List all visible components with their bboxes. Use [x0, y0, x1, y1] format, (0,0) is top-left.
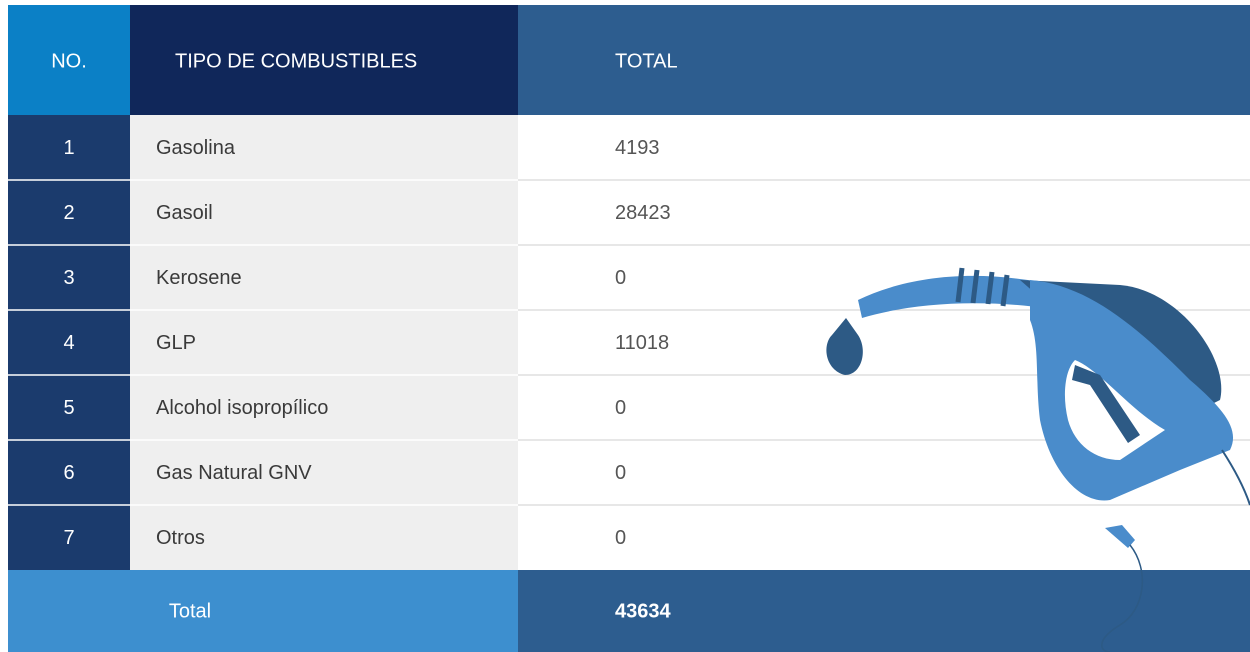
- fuel-name: Gas Natural GNV: [156, 462, 312, 484]
- total-cell: [518, 115, 1250, 180]
- row-number: 6: [63, 462, 74, 484]
- fuel-total: 0: [615, 267, 626, 289]
- number-cell: [8, 505, 130, 570]
- hose: [1221, 449, 1250, 506]
- fuel-total: 28423: [615, 202, 671, 224]
- name-cell: [130, 375, 518, 440]
- fuel-nozzle-illustration: [826, 267, 1250, 652]
- row-number: 7: [63, 527, 74, 549]
- number-cell: [8, 180, 130, 245]
- fuel-name: Otros: [156, 527, 205, 549]
- fuel-total: 0: [615, 462, 626, 484]
- spout: [858, 275, 1045, 318]
- fuel-name: GLP: [156, 332, 196, 354]
- total-cell: [518, 180, 1250, 245]
- total-cell: [518, 505, 1250, 570]
- drop: [826, 318, 863, 375]
- number-cell: [8, 115, 130, 180]
- handle: [1030, 280, 1234, 501]
- footer-cell: [518, 570, 1250, 652]
- header-cell: [518, 5, 1250, 115]
- fuel-name: Kerosene: [156, 267, 242, 289]
- fuel-total: 4193: [615, 137, 660, 159]
- row-number: 5: [63, 397, 74, 419]
- name-cell: [130, 245, 518, 310]
- grip-rings: [955, 267, 1010, 307]
- name-cell: [130, 440, 518, 505]
- footer-cell: [8, 570, 518, 652]
- small-hose: [1101, 544, 1143, 652]
- fuel-total: 0: [615, 527, 626, 549]
- row-number: 3: [63, 267, 74, 289]
- row-number: 2: [63, 202, 74, 224]
- trigger: [1072, 365, 1140, 443]
- name-cell: [130, 505, 518, 570]
- number-cell: [8, 440, 130, 505]
- table-body: 1 Gasolina 4193 2 Gasoil 28423 3 Kerosene 0 4 GLP 1…: [8, 115, 1250, 570]
- fuel-total: 11018: [615, 332, 669, 354]
- fuel-name: Gasolina: [156, 137, 236, 159]
- header-text: TOTAL: [615, 50, 678, 72]
- name-cell: [130, 180, 518, 245]
- number-cell: [8, 245, 130, 310]
- name-cell: [130, 310, 518, 375]
- header-cell: [8, 5, 130, 115]
- footer-label: Total: [169, 600, 211, 622]
- header-text: NO.: [51, 50, 87, 72]
- footer-total: 43634: [615, 600, 671, 622]
- fuel-total: 0: [615, 397, 626, 419]
- row-number: 1: [63, 137, 74, 159]
- header-cell: [130, 5, 518, 115]
- name-cell: [130, 115, 518, 180]
- header-text: TIPO DE COMBUSTIBLES: [175, 50, 417, 72]
- fuel-name: Gasoil: [156, 202, 213, 224]
- number-cell: [8, 375, 130, 440]
- fuel-name: Alcohol isopropílico: [156, 397, 328, 419]
- small-nozzle: [1105, 525, 1135, 548]
- row-number: 4: [63, 332, 74, 354]
- number-cell: [8, 310, 130, 375]
